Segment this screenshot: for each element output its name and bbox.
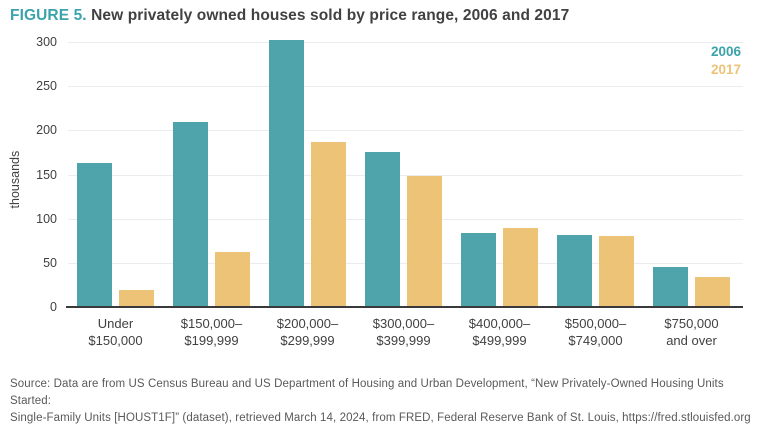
gridline-200 [68, 130, 743, 132]
legend: 2006 2017 [711, 43, 741, 79]
y-tick-150: 150 [36, 167, 57, 182]
bar-2017-group-0 [119, 290, 154, 307]
legend-entry-2006: 2006 [710, 44, 741, 59]
x-label-2: $200,000– $299,999 [276, 316, 339, 348]
source-line: Source: Data are from US Census Bureau a… [10, 378, 724, 407]
y-axis-title: thousands [8, 150, 22, 208]
gridline-50 [68, 262, 743, 264]
x-label-4: $400,000– $499,999 [468, 316, 531, 348]
figure-label: FIGURE 5. [10, 7, 87, 24]
y-tick-0: 0 [50, 300, 57, 314]
source-line: Single-Family Units [HOUST1F]” (dataset)… [10, 412, 751, 424]
figure-title-text: New privately owned houses sold by price… [91, 7, 570, 24]
gridline-100 [68, 218, 743, 220]
bar-2006-group-3 [365, 152, 400, 307]
bar-chart: 0 50 100 150 200 250 300 thousands Under $150,… [8, 35, 743, 348]
y-tick-200: 200 [36, 123, 57, 138]
x-label-5: $500,000– $749,000 [564, 316, 627, 348]
bar-2006-group-4 [461, 232, 496, 307]
gridline-300 [68, 42, 743, 43]
bar-2017-group-6 [695, 276, 730, 307]
gridline-150 [68, 174, 743, 176]
x-label-1: $150,000– $199,999 [180, 316, 243, 348]
figure-title: FIGURE 5. New privately owned houses sol… [10, 7, 569, 25]
x-label-0: Under $150,000 [88, 316, 143, 348]
y-tick-100: 100 [36, 211, 57, 226]
y-tick-50: 50 [43, 255, 57, 270]
x-label-3: $300,000– $399,999 [372, 316, 435, 348]
bar-2006-group-5 [557, 235, 592, 307]
bar-2017-group-2 [311, 141, 346, 307]
bar-2006-group-1 [173, 122, 208, 307]
y-tick-300: 300 [36, 35, 57, 49]
source-note: Source: Data are from US Census Bureau a… [10, 376, 762, 425]
bar-2017-group-4 [503, 228, 538, 307]
gridline-250 [68, 86, 743, 88]
legend-entry-2017: 2017 [710, 62, 741, 77]
x-axis-line [66, 306, 743, 308]
bar-2017-group-5 [599, 236, 634, 307]
bar-2006-group-0 [77, 163, 112, 307]
x-label-6: $750,000 and over [664, 316, 719, 348]
y-tick-250: 250 [36, 79, 57, 94]
bar-2017-group-1 [215, 252, 250, 307]
bar-2006-group-2 [269, 40, 304, 307]
bar-2006-group-6 [653, 267, 688, 307]
bar-2017-group-3 [407, 176, 442, 307]
